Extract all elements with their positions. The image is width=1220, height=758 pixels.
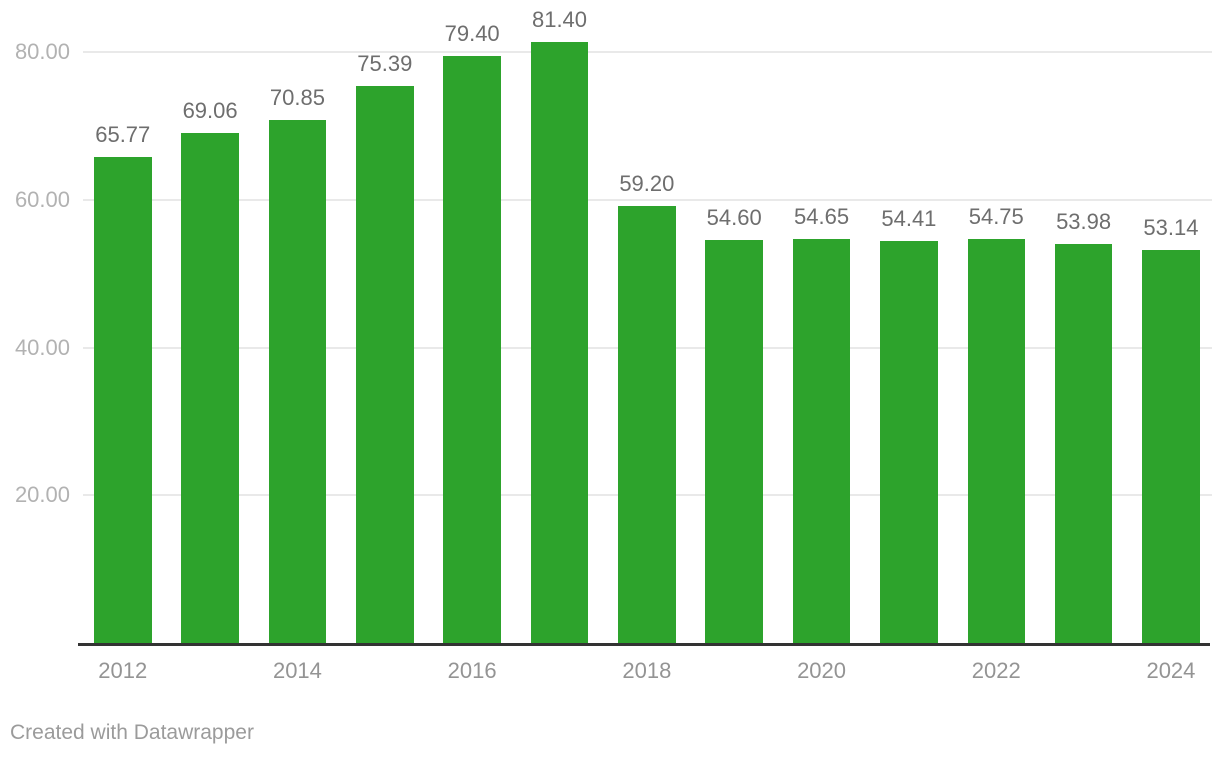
x-axis-line (78, 643, 1210, 646)
bar (181, 132, 239, 643)
bar (94, 157, 152, 643)
x-axis-tick-label: 2018 (622, 658, 672, 683)
bar-value-label: 54.65 (794, 204, 850, 230)
y-axis-tick-label: 80.00 (14, 39, 70, 64)
bar (443, 56, 501, 643)
bar-value-label: 54.41 (881, 206, 937, 232)
bar-value-label: 81.40 (531, 6, 588, 32)
x-axis-tick-label: 2020 (797, 658, 847, 683)
x-axis-tick-label: 2022 (971, 658, 1021, 683)
bar (705, 239, 763, 643)
bar (1142, 250, 1200, 643)
bar-value-label: 65.77 (95, 122, 151, 148)
x-axis-tick-label: 2014 (272, 658, 322, 683)
datawrapper-attribution: Created with Datawrapper (10, 721, 254, 744)
bar-value-label: 54.75 (968, 203, 1024, 229)
bar-value-label: 79.40 (444, 21, 500, 47)
bar (880, 241, 938, 643)
y-axis-tick-label: 40.00 (14, 334, 70, 360)
bar-value-label: 75.39 (357, 51, 413, 77)
bar (356, 86, 414, 643)
x-axis-tick-label: 2016 (447, 658, 497, 683)
bar (268, 119, 327, 643)
y-gridline (83, 51, 1212, 53)
bar-value-label: 70.85 (269, 84, 325, 110)
x-axis-tick-label: 2024 (1146, 658, 1196, 683)
bar-value-label: 59.20 (619, 170, 675, 196)
bar (530, 41, 589, 643)
bar-value-label: 54.60 (706, 204, 762, 230)
bar (967, 238, 1025, 643)
bar (1054, 244, 1113, 643)
bar-value-label: 53.14 (1143, 215, 1199, 241)
bar-value-label: 69.06 (182, 97, 238, 123)
y-axis-tick-label: 60.00 (14, 186, 70, 212)
y-axis-tick-label: 20.00 (14, 482, 70, 508)
x-axis-tick-label: 2012 (98, 658, 148, 683)
y-gridline (83, 198, 1212, 201)
bar (792, 239, 851, 643)
bar-value-label: 53.98 (1056, 209, 1112, 235)
bar (618, 205, 676, 643)
